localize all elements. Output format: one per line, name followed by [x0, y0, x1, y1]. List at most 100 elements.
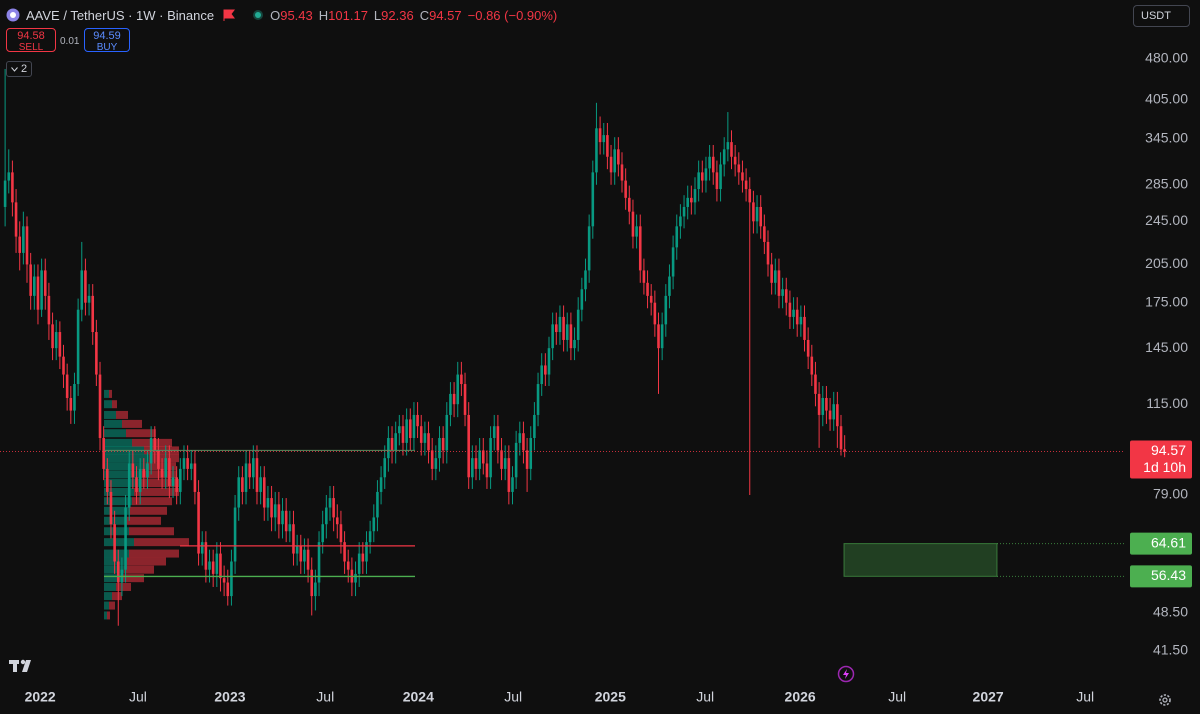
candle-body [536, 384, 540, 415]
profile-buy [104, 565, 124, 574]
x-tick-label: Jul [129, 689, 147, 705]
candle-body [65, 374, 69, 398]
candle-body [481, 450, 485, 464]
settings-button[interactable] [1159, 694, 1171, 706]
candle-body [14, 202, 18, 237]
candle-body [419, 426, 423, 443]
candle-body [25, 226, 29, 265]
candle-body [266, 498, 270, 508]
candle-body [401, 426, 405, 443]
candle-body [598, 128, 602, 143]
candle-body [36, 276, 40, 310]
x-tick-label: Jul [888, 689, 906, 705]
candle-body [142, 468, 146, 478]
candle-body [372, 517, 376, 532]
candle-body [365, 542, 368, 562]
candle-body [624, 180, 627, 198]
candle-body [211, 561, 215, 574]
candle-body [116, 561, 120, 583]
candle-body [314, 582, 317, 597]
candle-body [423, 433, 427, 443]
candle-body [11, 172, 14, 203]
ohlc-value: 95.43 [280, 7, 313, 23]
candle-body [810, 356, 814, 375]
sell-button[interactable]: 94.58 SELL [6, 28, 56, 53]
candle-body [288, 524, 292, 532]
profile-sell [132, 497, 172, 506]
candle-body [69, 397, 73, 411]
candle-body [620, 164, 624, 181]
candle-body [463, 384, 467, 415]
y-tick-label: 41.50 [1153, 641, 1188, 657]
y-tick-label: 245.00 [1145, 212, 1188, 228]
candle-body [146, 463, 149, 478]
candle-body [390, 437, 394, 451]
x-tick-label: 2022 [25, 689, 56, 705]
candle-body [208, 561, 211, 570]
candle-body [843, 449, 846, 452]
profile-sell [112, 400, 117, 409]
profile-sell [146, 462, 176, 471]
candle-body [547, 348, 551, 375]
candle-body [379, 477, 383, 492]
candle-body [127, 463, 131, 508]
alert-icon[interactable] [837, 665, 855, 683]
candle-body [602, 135, 606, 143]
candle-body [474, 458, 478, 469]
profile-sell [126, 557, 166, 566]
candle-body [755, 206, 759, 222]
profile-sell [149, 454, 179, 463]
candle-body [292, 524, 295, 554]
candle-body [752, 202, 755, 222]
candle-body [76, 309, 80, 385]
candle-body [649, 295, 653, 303]
zone-price-label: 64.61 [1151, 534, 1186, 550]
indicators-toggle[interactable]: 2 [6, 61, 32, 77]
flag-icon[interactable] [222, 8, 236, 22]
candle-body [770, 264, 773, 283]
candle-body [562, 316, 565, 340]
candle-body [124, 507, 127, 570]
candle-body [226, 582, 230, 597]
candle-body [609, 156, 613, 173]
candle-body [361, 553, 365, 562]
chevron [11, 66, 18, 72]
candle-body [806, 339, 810, 357]
candle-body [306, 549, 310, 570]
candle-body [679, 216, 682, 227]
candle-body [697, 172, 700, 190]
logo [9, 659, 31, 672]
candle-body [295, 545, 299, 554]
candle-body [631, 211, 635, 237]
candle-body [394, 433, 397, 451]
candle-body [354, 573, 357, 583]
buy-button[interactable]: 94.59 BUY [84, 28, 130, 53]
candle-body [460, 374, 463, 385]
profile-buy [104, 538, 134, 547]
x-tick-label: 2027 [973, 689, 1004, 705]
candle-body [708, 156, 711, 169]
profile-buy [104, 506, 129, 515]
candle-body [704, 168, 708, 181]
candle-body [617, 149, 620, 165]
candle-body [51, 324, 54, 349]
candle-body [179, 468, 182, 492]
last-price-label: 94.57 [1151, 442, 1186, 458]
profile-buy [104, 479, 139, 488]
candle-body [635, 226, 638, 237]
candle-body [733, 156, 737, 165]
candle-body [189, 463, 193, 469]
candle-body [741, 172, 744, 181]
candle-body [343, 542, 346, 562]
candle-body [357, 553, 361, 574]
candle-body [270, 498, 273, 518]
currency-button[interactable]: USDT [1133, 5, 1190, 27]
candle-body [540, 365, 543, 385]
profile-buy [104, 574, 122, 583]
symbol-title[interactable]: AAVE / TetherUS · 1W · Binance [26, 7, 215, 23]
candle-body [554, 324, 558, 333]
candle-body [529, 437, 533, 469]
candle-body [197, 491, 200, 554]
